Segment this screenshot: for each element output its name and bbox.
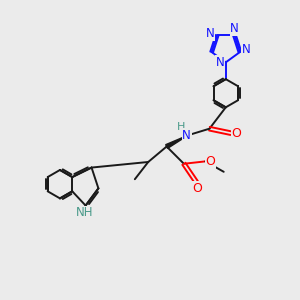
Text: N: N (206, 27, 215, 40)
Text: H: H (177, 122, 186, 132)
Text: N: N (242, 43, 251, 56)
Text: O: O (206, 155, 216, 168)
Text: NH: NH (76, 206, 94, 220)
Text: O: O (192, 182, 202, 195)
Text: N: N (182, 129, 191, 142)
Polygon shape (166, 135, 188, 148)
Text: O: O (231, 127, 241, 140)
Text: N: N (216, 56, 225, 69)
Text: N: N (230, 22, 239, 35)
